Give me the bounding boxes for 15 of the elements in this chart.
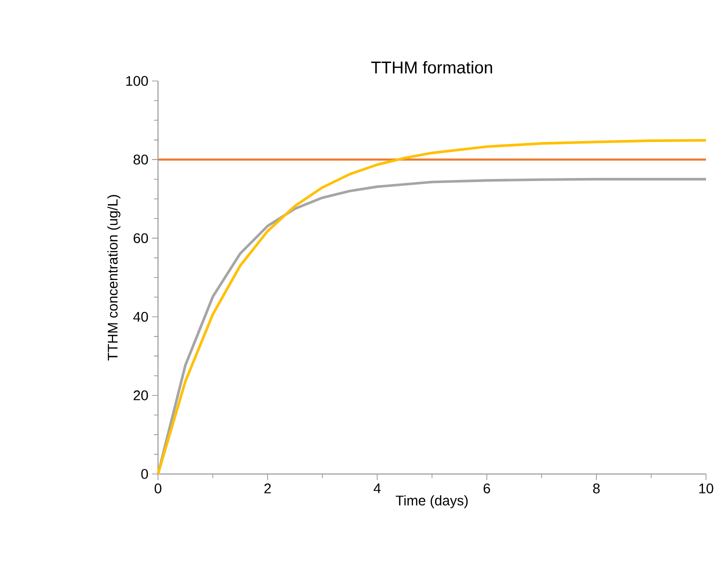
x-tick-label: 2 bbox=[264, 483, 271, 494]
x-tick-label: 8 bbox=[593, 483, 600, 494]
x-tick-label: 10 bbox=[699, 483, 714, 494]
y-tick-label: 80 bbox=[134, 154, 148, 165]
y-tick-label: 60 bbox=[134, 233, 148, 244]
x-tick-label: 4 bbox=[374, 484, 381, 494]
x-tick-label: 0 bbox=[154, 483, 162, 494]
y-tick-label: 20 bbox=[134, 390, 148, 400]
chart-title: TTHM formation bbox=[371, 61, 492, 74]
y-tick-label: 100 bbox=[126, 76, 148, 86]
y-axis-title: TTHM concentration (ug/L) bbox=[107, 195, 120, 360]
x-axis-title: Time (days) bbox=[396, 495, 468, 508]
y-tick-label: 0 bbox=[141, 469, 148, 479]
y-tick-label: 40 bbox=[133, 312, 148, 322]
x-tick-label: 6 bbox=[484, 483, 490, 494]
